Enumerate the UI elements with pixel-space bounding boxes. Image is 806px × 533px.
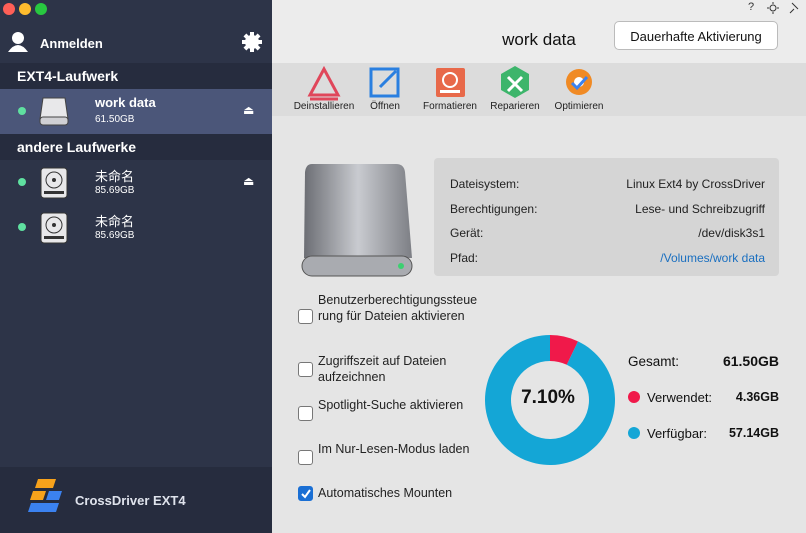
- info-value[interactable]: /Volumes/work data: [660, 250, 765, 265]
- section-title: EXT4-Laufwerk: [0, 63, 272, 89]
- login[interactable]: Anmelden: [40, 36, 103, 51]
- header: work data Dauerhafte Aktivierung ?: [272, 0, 806, 63]
- mount-indicator: [18, 107, 26, 115]
- window-controls: [3, 3, 262, 52]
- drive-icon: [39, 97, 69, 126]
- drive-size: 85.69GB: [95, 230, 135, 241]
- check: [301, 489, 311, 499]
- brand-name: CrossDriver EXT4: [75, 493, 186, 508]
- toolbar-button[interactable]: Deinstallieren: [293, 101, 355, 112]
- option-label: Zugriffszeit auf Dateien aufzeichnen: [318, 354, 447, 384]
- legend-dot: [628, 427, 640, 439]
- checkbox[interactable]: [298, 362, 313, 377]
- option-label: Spotlight-Suche aktivieren: [318, 398, 464, 412]
- legend-label: Verwendet:: [647, 390, 713, 405]
- info-value: Linux Ext4 by CrossDriver: [626, 177, 765, 191]
- option-label: Im Nur-Lesen-Modus laden: [318, 442, 470, 456]
- brand-logo: [28, 479, 62, 512]
- info-label: Dateisystem:: [450, 177, 520, 191]
- activate-button[interactable]: Dauerhafte Aktivierung: [614, 21, 778, 50]
- toolbar-icons: [307, 65, 592, 101]
- option-label: Benutzerberechtigungssteuerung für Datei…: [318, 293, 478, 323]
- header-title: work data: [502, 30, 576, 49]
- toolbar-button[interactable]: Öffnen: [370, 101, 400, 112]
- eject-button[interactable]: ⏏: [243, 174, 255, 188]
- drive-icon: [40, 167, 68, 199]
- drive-row[interactable]: 未命名 85.69GB ⏏: [0, 160, 272, 205]
- option[interactable]: Automatisches Mounten: [298, 485, 478, 501]
- legend-value: 4.36GB: [735, 390, 779, 404]
- drive-name: 未命名: [95, 214, 135, 229]
- legend-value: 57.14GB: [728, 426, 779, 440]
- info-value: /dev/disk3s1: [698, 226, 765, 240]
- toolbar-button[interactable]: Formatieren: [423, 101, 477, 112]
- brand-area: CrossDriver EXT4: [0, 467, 272, 533]
- checkbox[interactable]: [298, 406, 313, 421]
- legend-dot: [628, 391, 640, 403]
- option-label: Automatisches Mounten: [318, 486, 453, 500]
- section-title: andere Laufwerke: [0, 134, 272, 160]
- mount-indicator: [18, 223, 26, 231]
- top-icons: [767, 2, 799, 14]
- total-value: 61.50GB: [722, 353, 779, 369]
- toolbar-button[interactable]: Optimieren: [554, 101, 604, 112]
- info-label: Gerät:: [450, 226, 484, 240]
- drive-name: work data: [95, 95, 156, 110]
- mount-indicator: [18, 178, 26, 186]
- info-label: Berechtigungen:: [450, 201, 538, 216]
- total-label: Gesamt:: [628, 354, 680, 369]
- checkbox[interactable]: [298, 486, 313, 501]
- legend-label: Verfügbar:: [647, 426, 707, 441]
- eject-button[interactable]: ⏏: [243, 103, 255, 117]
- toolbar-button[interactable]: Reparieren: [490, 101, 540, 112]
- donut-segment: [485, 335, 615, 465]
- option[interactable]: Im Nur-Lesen-Modus laden: [298, 441, 478, 465]
- option[interactable]: Benutzerberechtigungssteuerung für Datei…: [298, 292, 478, 324]
- drive-size: 85.69GB: [95, 185, 135, 196]
- checkbox[interactable]: [298, 309, 313, 324]
- donut-segment: [550, 335, 579, 365]
- drive-icon: [40, 212, 68, 244]
- usage-donut: [485, 335, 615, 465]
- help-icon[interactable]: ?: [748, 1, 755, 13]
- drive-image: [301, 164, 413, 277]
- info-panel: [434, 158, 779, 276]
- toolbar: [272, 63, 806, 116]
- drive-row[interactable]: work data 61.50GB ⏏: [0, 89, 272, 134]
- option[interactable]: Zugriffszeit auf Dateien aufzeichnen: [298, 353, 478, 385]
- checkbox[interactable]: [298, 450, 313, 465]
- drive-name: 未命名: [95, 169, 135, 184]
- drive-size: 61.50GB: [95, 114, 135, 125]
- option[interactable]: Spotlight-Suche aktivieren: [298, 397, 478, 421]
- info-value: Lese- und Schreibzugriff: [635, 201, 765, 216]
- drive-row[interactable]: 未命名 85.69GB: [0, 205, 272, 250]
- info-label: Pfad:: [450, 250, 479, 265]
- usage-percent: 7.10%: [521, 387, 575, 408]
